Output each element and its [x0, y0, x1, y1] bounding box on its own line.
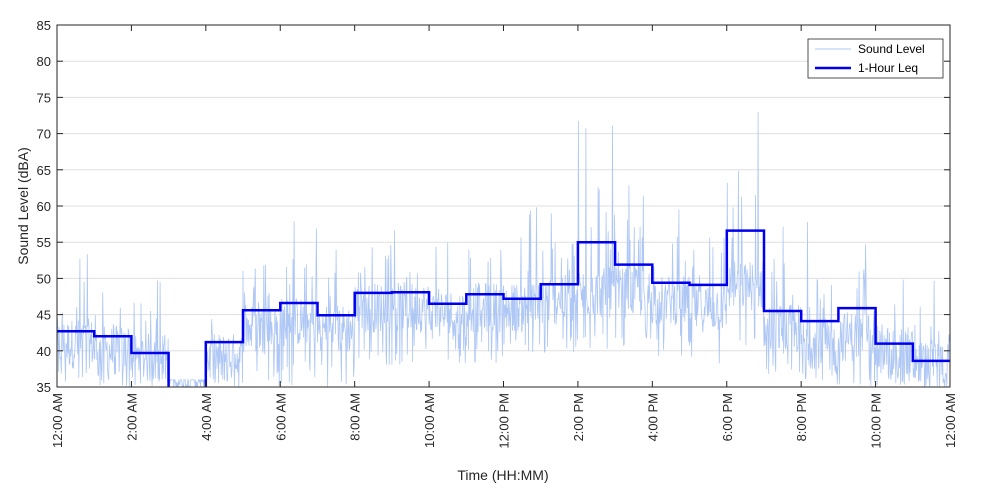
- leq-series: [57, 229, 950, 387]
- x-axis-label: Time (HH:MM): [457, 467, 548, 483]
- legend: Sound Level 1-Hour Leq: [807, 38, 944, 79]
- x-tick-label: 2:00 PM: [571, 393, 586, 441]
- y-tick-label: 65: [37, 163, 51, 178]
- y-tick-label: 35: [37, 380, 51, 395]
- y-tick-label: 50: [37, 271, 51, 286]
- x-tick-label: 12:00 AM: [943, 393, 958, 448]
- legend-box: [807, 38, 944, 79]
- x-tick-label: 4:00 AM: [199, 393, 214, 441]
- x-tick-label: 8:00 AM: [348, 393, 363, 441]
- y-axis: 35 40 45 50 55 60 65 70 75 80 85: [37, 18, 950, 395]
- x-tick-label: 10:00 AM: [422, 393, 437, 448]
- y-tick-label: 40: [37, 344, 51, 359]
- y-axis-label: Sound Level (dBA): [15, 147, 31, 265]
- x-tick-label: 2:00 AM: [124, 393, 139, 441]
- leq-step-line: [57, 229, 950, 387]
- x-tick-label: 4:00 PM: [645, 393, 660, 441]
- x-tick-label: 8:00 PM: [794, 393, 809, 441]
- y-tick-label: 75: [37, 90, 51, 105]
- x-tick-label: 12:00 PM: [497, 393, 512, 449]
- legend-label-sound-level: Sound Level: [858, 42, 925, 56]
- y-tick-label: 70: [37, 127, 51, 142]
- y-tick-label: 45: [37, 308, 51, 323]
- y-tick-label: 80: [37, 54, 51, 69]
- x-tick-label: 10:00 PM: [869, 393, 884, 449]
- x-tick-label: 6:00 AM: [273, 393, 288, 441]
- x-axis: 12:00 AM 2:00 AM 4:00 AM 6:00 AM 8:00 AM 10:0…: [50, 25, 958, 449]
- y-tick-label: 60: [37, 199, 51, 214]
- x-tick-label: 12:00 AM: [50, 393, 65, 448]
- x-tick-label: 6:00 PM: [720, 393, 735, 441]
- y-tick-label: 85: [37, 18, 51, 33]
- legend-label-leq: 1-Hour Leq: [858, 61, 918, 75]
- y-tick-label: 55: [37, 235, 51, 250]
